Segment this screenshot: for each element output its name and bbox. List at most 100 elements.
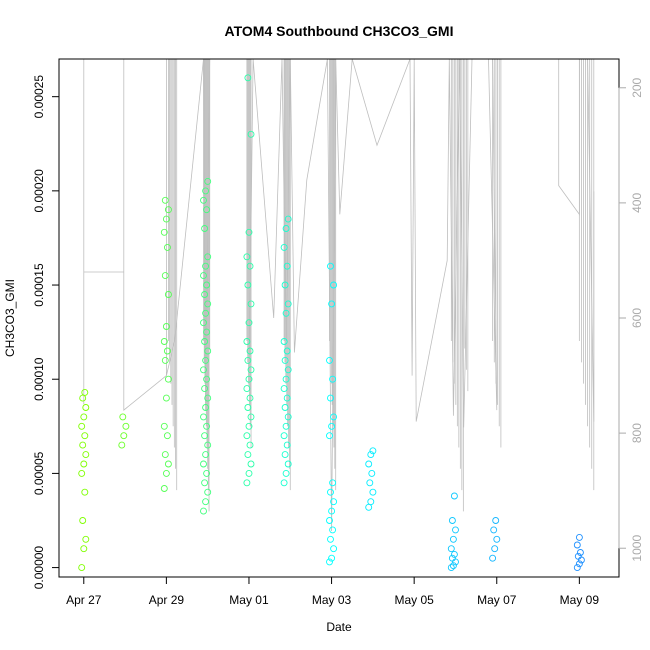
data-point xyxy=(244,451,252,459)
data-point xyxy=(330,413,338,421)
y2-tick-label: 800 xyxy=(630,423,644,443)
data-point xyxy=(367,498,375,506)
data-point xyxy=(203,328,211,336)
y-tick-label: 0.00015 xyxy=(32,263,46,307)
data-point xyxy=(573,564,581,572)
data-point xyxy=(245,319,253,327)
data-point xyxy=(282,375,290,383)
data-point xyxy=(489,554,497,562)
data-point xyxy=(79,517,87,524)
data-point xyxy=(204,253,212,261)
data-point xyxy=(203,206,211,214)
y-axis-label: CH3CO3_GMI xyxy=(3,279,17,357)
y2-tick-label: 400 xyxy=(630,193,644,213)
data-point xyxy=(204,300,212,308)
data-point xyxy=(329,479,337,487)
data-point xyxy=(328,422,336,430)
data-point xyxy=(161,272,169,280)
data-point xyxy=(284,300,292,308)
data-point xyxy=(448,554,456,562)
data-point xyxy=(448,517,456,524)
data-point xyxy=(82,535,90,543)
data-point xyxy=(204,441,212,449)
data-point xyxy=(201,479,209,487)
data-point xyxy=(204,177,212,185)
data-point xyxy=(204,347,212,355)
data-point xyxy=(447,564,455,572)
y-tick-label: 0.00005 xyxy=(32,451,46,495)
data-point xyxy=(204,394,212,402)
data-point xyxy=(245,228,253,236)
data-point xyxy=(245,469,253,477)
data-point xyxy=(281,451,289,459)
data-point xyxy=(330,281,338,289)
data-point xyxy=(326,432,333,440)
data-point xyxy=(491,545,499,553)
data-point xyxy=(162,323,170,330)
data-point xyxy=(163,243,171,251)
x-tick-label: Apr 29 xyxy=(149,593,185,607)
data-point xyxy=(490,526,498,534)
data-point xyxy=(328,300,336,308)
chart-title: ATOM4 Southbound CH3CO3_GMI xyxy=(225,23,454,39)
data-point xyxy=(449,535,457,543)
data-point xyxy=(245,422,253,430)
data-point xyxy=(329,375,337,383)
data-point xyxy=(283,262,291,270)
data-point xyxy=(245,375,253,383)
data-point xyxy=(327,488,334,496)
data-point xyxy=(369,447,377,455)
x-tick-label: May 07 xyxy=(477,593,517,607)
data-point xyxy=(203,375,211,383)
data-point xyxy=(330,498,338,506)
y2-tick-label: 600 xyxy=(630,308,644,328)
data-point xyxy=(246,441,254,449)
data-point xyxy=(573,541,581,549)
data-point xyxy=(283,347,291,355)
data-point xyxy=(574,552,582,560)
data-point xyxy=(326,558,333,566)
data-point xyxy=(164,206,172,214)
data-point xyxy=(280,432,288,440)
data-point xyxy=(202,451,210,459)
data-point xyxy=(327,394,334,402)
data-point xyxy=(284,366,292,374)
altitude-trace xyxy=(83,58,595,532)
data-point xyxy=(202,498,210,506)
data-point xyxy=(118,441,126,449)
data-point xyxy=(79,441,87,449)
data-point xyxy=(243,479,251,487)
data-point xyxy=(164,291,172,298)
y-tick-label: 0.00020 xyxy=(32,169,46,213)
data-point xyxy=(161,356,169,364)
data-point xyxy=(283,441,291,449)
x-tick-label: May 01 xyxy=(229,593,269,607)
data-point xyxy=(282,469,290,477)
data-point xyxy=(162,469,170,477)
data-point xyxy=(160,338,168,345)
data-point xyxy=(200,196,207,204)
data-point xyxy=(246,394,254,402)
data-point xyxy=(203,469,211,477)
altitude-lines xyxy=(83,58,595,532)
data-point xyxy=(81,432,89,440)
data-point xyxy=(120,432,128,440)
data-point xyxy=(243,385,251,393)
data-point xyxy=(122,422,130,430)
data-point xyxy=(160,485,168,492)
data-point xyxy=(201,385,209,393)
data-point xyxy=(328,507,336,515)
data-point xyxy=(492,517,500,524)
data-point xyxy=(246,262,254,270)
data-point xyxy=(369,488,377,496)
data-point xyxy=(163,347,171,355)
data-point xyxy=(493,535,501,543)
data-point xyxy=(80,413,88,421)
data-point xyxy=(281,356,289,364)
data-point xyxy=(82,404,90,411)
data-point xyxy=(202,356,210,364)
data-point xyxy=(329,526,337,534)
data-point xyxy=(160,228,168,236)
data-point xyxy=(326,356,333,364)
